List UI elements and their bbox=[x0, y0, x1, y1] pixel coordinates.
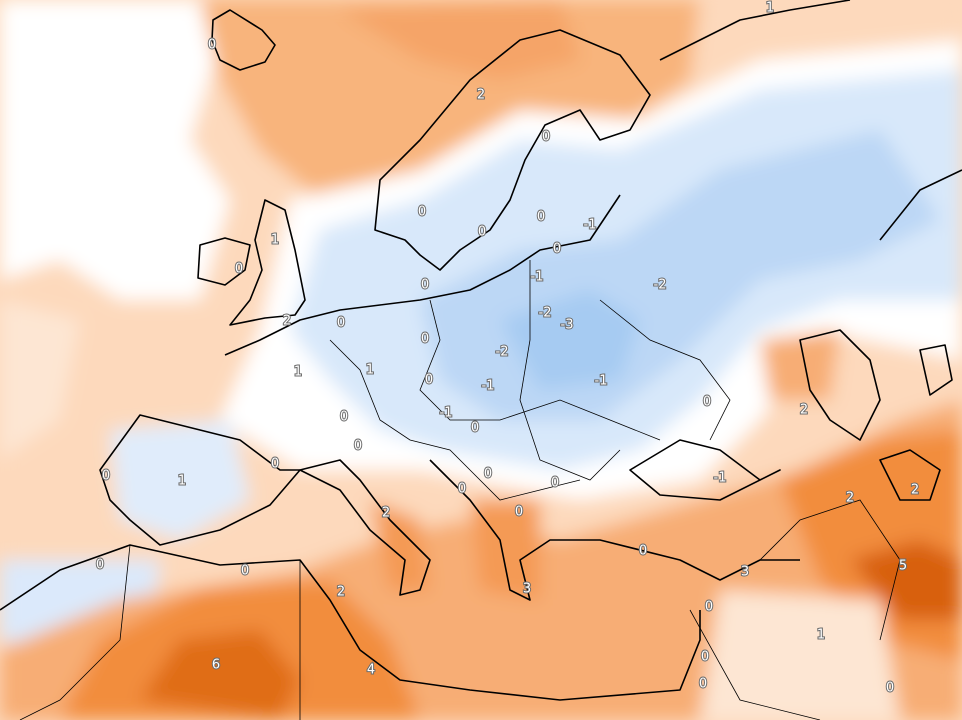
contour-label: -2 bbox=[539, 306, 552, 321]
contour-label: 0 bbox=[354, 439, 362, 454]
contour-label: 0 bbox=[340, 410, 348, 425]
contour-label: 0 bbox=[418, 205, 426, 220]
contour-label: 3 bbox=[741, 565, 749, 580]
contour-label: 0 bbox=[235, 262, 243, 277]
contour-label: 0 bbox=[421, 278, 429, 293]
contour-label: 1 bbox=[178, 474, 186, 489]
contour-label: 0 bbox=[639, 544, 647, 559]
contour-label: 0 bbox=[425, 373, 433, 388]
contour-label: -1 bbox=[440, 406, 453, 421]
contour-label: -1 bbox=[714, 471, 727, 486]
contour-label: 0 bbox=[537, 210, 545, 225]
contour-label: 0 bbox=[484, 467, 492, 482]
contour-label: 4 bbox=[367, 663, 375, 678]
contour-label: -2 bbox=[496, 345, 509, 360]
contour-label: 0 bbox=[458, 482, 466, 497]
contour-label: 0 bbox=[705, 600, 713, 615]
contour-label: 0 bbox=[699, 677, 707, 692]
contour-label: 0 bbox=[102, 469, 110, 484]
contour-label: 0 bbox=[542, 130, 550, 145]
contour-label: 2 bbox=[283, 314, 291, 329]
coastlines bbox=[0, 0, 962, 701]
contour-label: 0 bbox=[337, 316, 345, 331]
contour-label: 0 bbox=[515, 505, 523, 520]
contour-label: 0 bbox=[703, 395, 711, 410]
contour-label: -3 bbox=[561, 318, 574, 333]
contour-label: 2 bbox=[846, 491, 854, 506]
contour-label: 0 bbox=[421, 332, 429, 347]
contour-label: 0 bbox=[241, 564, 249, 579]
contour-label: 0 bbox=[271, 457, 279, 472]
contour-label: 1 bbox=[817, 628, 825, 643]
contour-label: 3 bbox=[523, 582, 531, 597]
contour-label: 5 bbox=[899, 559, 907, 574]
contour-label: 1 bbox=[294, 365, 302, 380]
contour-label: -1 bbox=[584, 218, 597, 233]
contour-label: 0 bbox=[208, 38, 216, 53]
contour-label: 0 bbox=[478, 225, 486, 240]
contour-label: 2 bbox=[477, 88, 485, 103]
contour-label: 0 bbox=[471, 421, 479, 436]
contour-label: 1 bbox=[766, 1, 774, 16]
contour-label: -1 bbox=[595, 374, 608, 389]
contour-label: 1 bbox=[271, 233, 279, 248]
contour-label: 2 bbox=[911, 483, 919, 498]
contour-label: 0 bbox=[551, 476, 559, 491]
contour-label: 0 bbox=[553, 242, 561, 257]
contour-label: -2 bbox=[654, 278, 667, 293]
contour-label: 6 bbox=[212, 658, 220, 673]
contour-label: -1 bbox=[531, 270, 544, 285]
contour-label: 0 bbox=[886, 681, 894, 696]
contour-label: 2 bbox=[337, 585, 345, 600]
contour-label: 0 bbox=[96, 558, 104, 573]
contour-label: 2 bbox=[800, 403, 808, 418]
contour-label: 0 bbox=[701, 650, 709, 665]
contour-label: -1 bbox=[482, 379, 495, 394]
contour-label: 2 bbox=[382, 506, 390, 521]
contour-label: 1 bbox=[366, 363, 374, 378]
borders bbox=[19, 260, 901, 720]
